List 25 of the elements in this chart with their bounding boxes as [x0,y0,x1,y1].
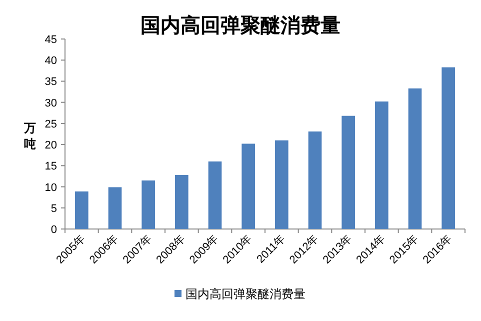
bar [108,187,122,229]
y-tick-label: 15 [44,160,57,173]
bar [208,161,222,229]
bar [342,116,355,229]
bar [242,144,255,229]
y-tick-label: 30 [44,97,57,110]
ylabel: 万吨 [24,121,36,151]
y-tick-label: 45 [44,34,57,46]
y-tick-label: 20 [44,140,57,152]
bar [408,88,422,229]
legend-label: 国内高回弹聚醚消费量 [186,287,306,301]
bar [308,131,322,229]
bar [275,140,288,229]
bar [442,67,455,229]
bar [75,191,88,229]
bar [142,180,155,229]
y-tick-label: 0 [50,224,57,236]
y-tick-label: 35 [44,76,57,88]
y-tick-label: 25 [44,118,57,130]
bar [175,174,188,229]
y-tick-label: 10 [44,182,57,194]
title: 国内高回弹聚醚消费量 [140,15,340,37]
bar [375,101,388,229]
y-tick-label: 5 [50,202,57,215]
y-tick-label: 40 [44,55,57,68]
